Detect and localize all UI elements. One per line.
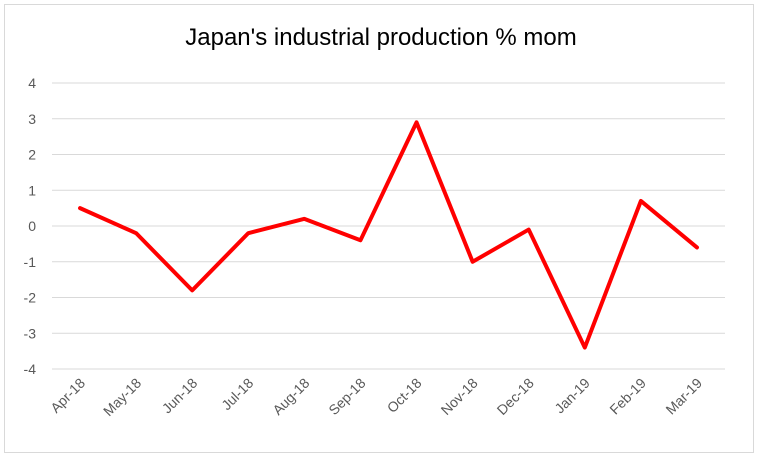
y-tick-label: 4 bbox=[28, 75, 36, 91]
x-tick-label: Apr-18 bbox=[47, 375, 88, 416]
x-tick-label: Sep-18 bbox=[325, 375, 368, 418]
y-tick-label: 0 bbox=[28, 218, 36, 234]
x-tick-label: May-18 bbox=[100, 375, 144, 419]
x-tick-label: Dec-18 bbox=[494, 375, 537, 418]
y-tick-label: -2 bbox=[24, 290, 37, 306]
y-tick-label: -4 bbox=[24, 361, 37, 377]
y-tick-label: 2 bbox=[28, 147, 36, 163]
x-tick-label: Feb-19 bbox=[606, 375, 649, 418]
x-tick-label: Jul-18 bbox=[218, 375, 256, 413]
x-tick-label: Nov-18 bbox=[438, 375, 481, 418]
y-tick-label: -1 bbox=[24, 254, 37, 270]
x-tick-label: Aug-18 bbox=[269, 375, 312, 418]
chart-title: Japan's industrial production % mom bbox=[185, 24, 577, 51]
x-tick-label: Jun-18 bbox=[159, 375, 201, 417]
x-tick-label: Jan-19 bbox=[551, 375, 593, 417]
x-tick-label: Oct-18 bbox=[384, 375, 425, 416]
y-tick-label: -3 bbox=[24, 325, 37, 341]
y-tick-label: 1 bbox=[28, 182, 36, 198]
y-tick-label: 3 bbox=[28, 111, 36, 127]
x-tick-label: Mar-19 bbox=[662, 375, 705, 418]
series-line bbox=[78, 120, 699, 350]
